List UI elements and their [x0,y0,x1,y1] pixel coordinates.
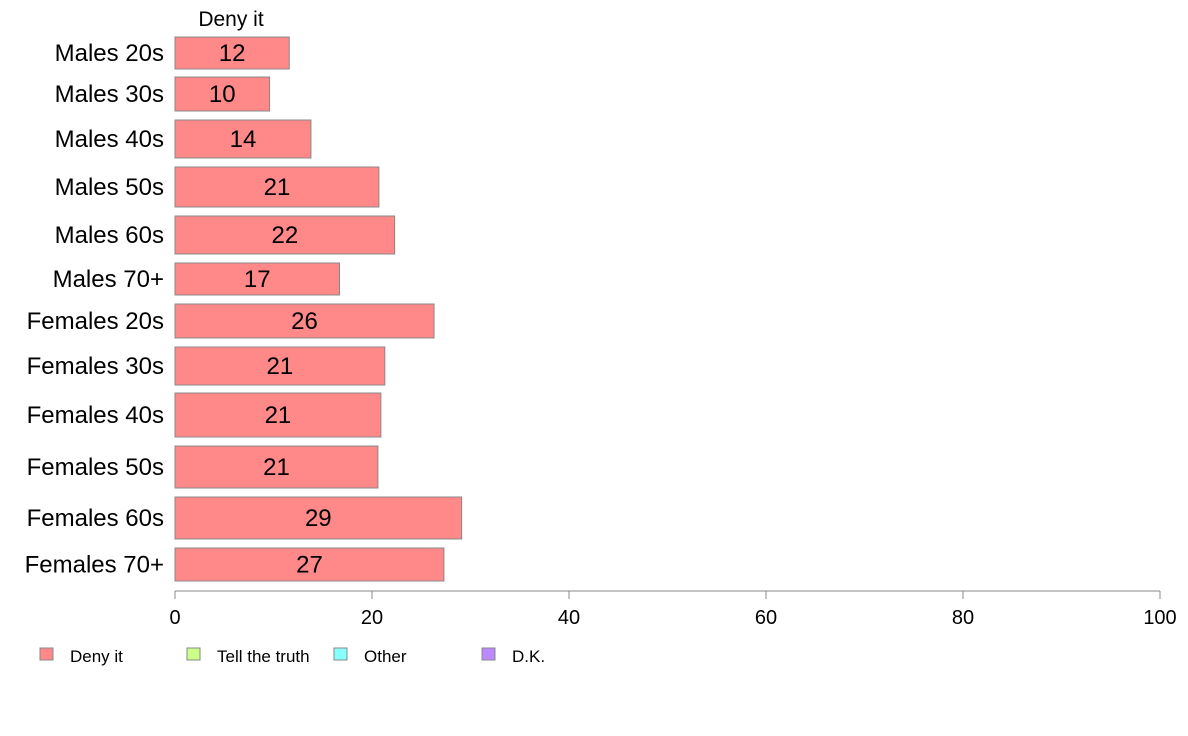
category-labels: Males 20s Males 30s Males 40s Males 50s Male… [25,40,164,579]
category-label: Females 60s [27,505,164,532]
bar-value-label: 27 [296,552,323,579]
legend-label: Other [364,647,407,666]
bar-value-label: 12 [219,40,246,67]
bar-value-label: 21 [265,402,292,429]
bar-value-label: 17 [244,266,271,293]
bar [174,119,312,159]
category-label: Females 20s [27,308,164,335]
bar [174,346,386,386]
legend-label: Tell the truth [217,647,310,666]
bar-value-label: 10 [209,81,236,108]
legend-label: D.K. [512,647,545,666]
category-label: Males 40s [55,126,164,153]
bar [174,166,380,208]
x-tick-label: 100 [1143,607,1176,629]
bar [174,445,379,489]
bar [174,262,340,296]
category-label: Females 50s [27,454,164,481]
category-label: Males 30s [55,81,164,108]
x-axis: 0 20 40 60 80 100 [169,590,1177,629]
bar [174,547,445,582]
category-label: Males 70+ [53,266,164,293]
bar-value-label: 21 [264,174,291,201]
category-label: Females 40s [27,402,164,429]
bar-value-label: 22 [271,222,298,249]
legend-swatch [39,647,54,661]
category-label: Females 30s [27,353,164,380]
category-label: Males 20s [55,40,164,67]
series-header: Deny it [198,8,264,31]
legend-swatch [481,647,496,661]
x-tick-label: 40 [558,607,580,629]
bar [174,76,271,112]
category-label: Males 50s [55,174,164,201]
bar [174,36,290,70]
x-tick-label: 60 [755,607,777,629]
legend: Deny it Tell the truth Other D.K. [39,647,545,666]
legend-swatch [333,647,348,661]
x-tick-label: 20 [361,607,383,629]
x-tick-label: 0 [169,607,180,629]
legend-swatch [186,647,201,661]
bar-value-label: 26 [291,308,318,335]
legend-label: Deny it [70,647,123,666]
bar [174,496,463,540]
bar [174,392,382,438]
bar [174,303,435,339]
category-label: Males 60s [55,222,164,249]
bar-value-label: 21 [267,353,294,380]
category-label: Females 70+ [25,552,164,579]
bar-value-label: 14 [230,126,257,153]
bar-value-label: 29 [305,505,332,532]
bar [174,215,396,255]
x-tick-label: 80 [952,607,974,629]
bar-value-label: 21 [263,454,290,481]
